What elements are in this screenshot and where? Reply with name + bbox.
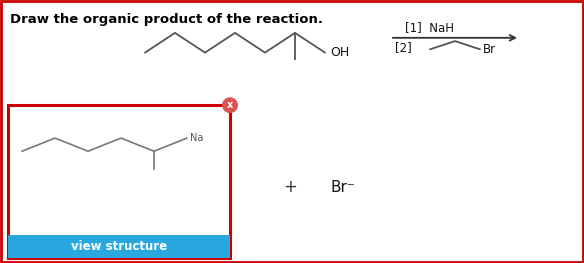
Text: Na: Na (190, 133, 203, 143)
Text: [1]  NaH: [1] NaH (405, 22, 454, 34)
Text: OH: OH (330, 46, 349, 59)
Bar (8, 105, 230, 258)
Text: [2]: [2] (395, 41, 412, 54)
Text: Br: Br (483, 43, 496, 56)
Text: Br⁻: Br⁻ (330, 180, 355, 195)
Circle shape (223, 98, 237, 112)
Text: view structure: view structure (71, 240, 167, 253)
Text: Draw the organic product of the reaction.: Draw the organic product of the reaction… (10, 13, 323, 26)
Bar (8, 235, 230, 258)
Text: +: + (283, 178, 297, 196)
Text: x: x (227, 100, 233, 110)
